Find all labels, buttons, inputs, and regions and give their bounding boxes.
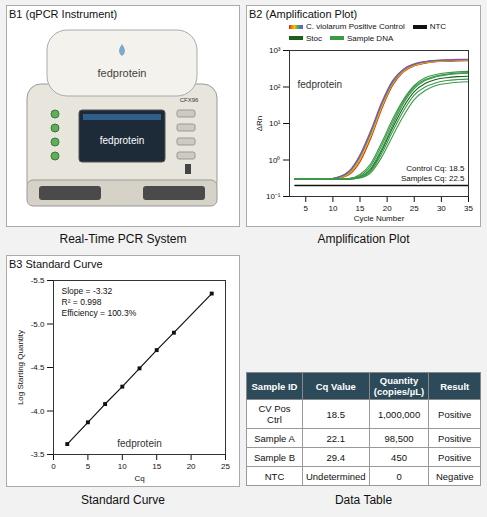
- svg-text:5: 5: [86, 462, 91, 471]
- svg-text:20: 20: [187, 462, 196, 471]
- svg-text:fedprotein: fedprotein: [100, 135, 144, 146]
- svg-text:Cycle Number: Cycle Number: [354, 214, 405, 223]
- svg-text:fedprotein: fedprotein: [117, 438, 161, 449]
- html-text:NTC: NTC: [429, 22, 447, 31]
- svg-text:Log Starting Quantity: Log Starting Quantity: [16, 330, 25, 405]
- svg-text:10⁰: 10⁰: [269, 156, 281, 165]
- svg-text:CFX96: CFX96: [180, 97, 199, 103]
- html-text:Result: Result: [440, 380, 470, 392]
- svg-text:-5.5: -5.5: [31, 276, 45, 285]
- html-text:Positive: Positive: [438, 451, 472, 463]
- svg-text:25: 25: [410, 204, 419, 213]
- html-text:CV Pos Ctrl: CV Pos Ctrl: [258, 403, 291, 425]
- html-text:Sample A: Sample A: [254, 432, 295, 444]
- html-text:450: 450: [391, 451, 407, 463]
- svg-text:35: 35: [464, 204, 473, 213]
- svg-text:10: 10: [118, 462, 127, 471]
- html-text:Positive: Positive: [438, 432, 472, 444]
- svg-text:-3.5: -3.5: [31, 450, 45, 459]
- html-text:0: 0: [396, 470, 402, 482]
- svg-text:10⁻¹: 10⁻¹: [266, 192, 281, 201]
- svg-text:fedprotein: fedprotein: [298, 79, 342, 90]
- html-text:NTC: NTC: [264, 470, 285, 482]
- svg-text:-5.0: -5.0: [31, 320, 45, 329]
- svg-text:fedprotein: fedprotein: [98, 67, 147, 79]
- html-text:Negative: Negative: [436, 470, 474, 482]
- html-text:98,500: 98,500: [384, 432, 414, 444]
- html-text:Real-Time PCR System: Real-Time PCR System: [59, 232, 187, 246]
- svg-text:20: 20: [383, 204, 392, 213]
- html-text:Stoc: Stoc: [306, 33, 322, 43]
- svg-text:30: 30: [437, 204, 446, 213]
- svg-text:10³: 10³: [269, 46, 281, 55]
- html-text:B2 (Amplification Plot): B2 (Amplification Plot): [249, 8, 358, 20]
- html-text:B1 (qPCR Instrument): B1 (qPCR Instrument): [9, 8, 118, 20]
- html-text:29.4: 29.4: [326, 451, 345, 463]
- svg-text:5: 5: [304, 204, 309, 213]
- html-text:Quantity (copies/µL): Quantity (copies/µL): [373, 375, 425, 397]
- html-text:C. violarum Positive Control: C. violarum Positive Control: [306, 22, 405, 31]
- svg-text:15: 15: [356, 204, 365, 213]
- html-text:18.5: 18.5: [326, 408, 345, 420]
- html-text:Sample B: Sample B: [253, 451, 296, 463]
- html-text:B3 Standard Curve: B3 Standard Curve: [9, 258, 103, 270]
- svg-text:0: 0: [51, 462, 56, 471]
- html-text:Sample ID: Sample ID: [251, 380, 298, 392]
- html-text:Standard Curve: Standard Curve: [81, 493, 165, 507]
- html-text:22.1: 22.1: [326, 432, 345, 444]
- svg-text:Control Cq: 18.5Samples Cq: 22: Control Cq: 18.5Samples Cq: 22.5: [401, 164, 465, 183]
- svg-text:-4.0: -4.0: [31, 407, 45, 416]
- html-text:Undetermined: Undetermined: [306, 470, 366, 482]
- svg-text:Cq: Cq: [134, 474, 144, 483]
- html-text:Positive: Positive: [438, 408, 472, 420]
- html-text:1,000,000: 1,000,000: [377, 408, 421, 420]
- svg-text:10: 10: [328, 204, 337, 213]
- svg-text:25: 25: [221, 462, 230, 471]
- svg-text:-4.5: -4.5: [31, 363, 45, 372]
- html-text:Sample DNA: Sample DNA: [347, 33, 394, 43]
- html-text:Amplification Plot: Amplification Plot: [317, 232, 410, 246]
- html-text:Cq Value: Cq Value: [315, 380, 356, 392]
- svg-text:15: 15: [152, 462, 161, 471]
- svg-text:10²: 10²: [269, 83, 281, 92]
- svg-text:ΔRn: ΔRn: [255, 116, 264, 132]
- svg-text:10¹: 10¹: [269, 119, 281, 128]
- html-text:Data Table: Data Table: [334, 493, 393, 507]
- svg-text:Slope = -3.32R² = 0.998Efficie: Slope = -3.32R² = 0.998Efficiency = 100.…: [62, 286, 137, 318]
